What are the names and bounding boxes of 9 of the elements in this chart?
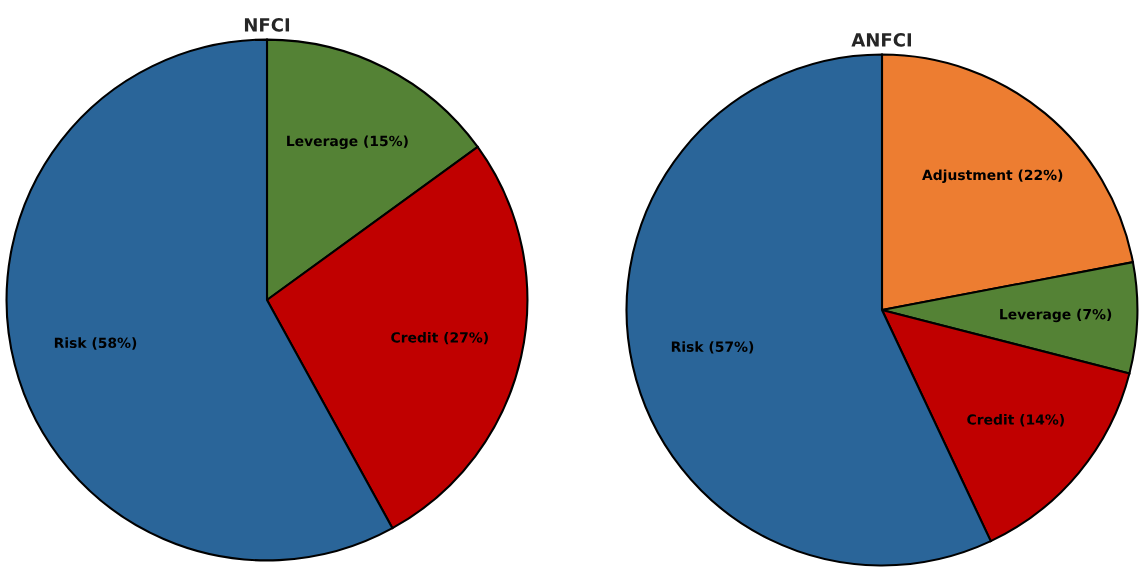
slice-label: Adjustment (22%) [922, 169, 1063, 183]
slice-label: Risk (58%) [54, 337, 137, 350]
slice-label: Risk (57%) [671, 341, 754, 354]
slice-label: Leverage (15%) [287, 135, 408, 149]
slice-label: Credit (14%) [967, 414, 1064, 427]
slice-label: Leverage (7%) [1000, 308, 1112, 323]
chart-title: NFCI [244, 18, 290, 32]
chart-title: ANFCI [851, 33, 912, 47]
slice-label: Credit (27%) [391, 331, 488, 345]
